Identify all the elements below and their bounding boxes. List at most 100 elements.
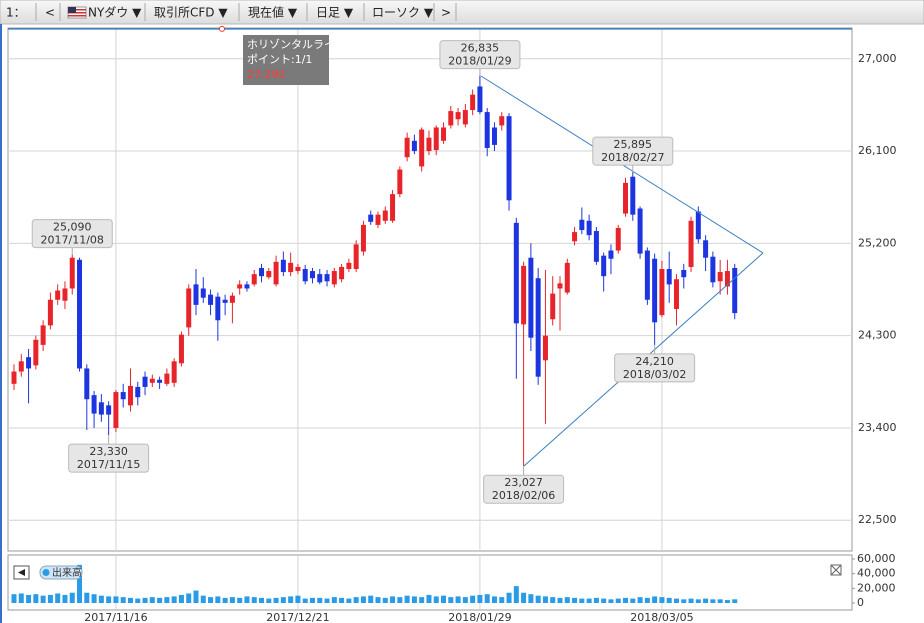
volume-bar bbox=[288, 596, 294, 603]
candle-body bbox=[200, 288, 206, 298]
volume-bar bbox=[62, 594, 68, 603]
callout-date: 2018/02/27 bbox=[601, 151, 664, 164]
volume-bar bbox=[200, 595, 206, 603]
candle-body bbox=[98, 402, 104, 415]
candle-body bbox=[91, 395, 97, 414]
candle-body bbox=[397, 169, 403, 195]
candle-body bbox=[695, 211, 701, 240]
volume-bar bbox=[615, 598, 621, 603]
x-tick-label: 2018/03/05 bbox=[630, 611, 693, 623]
volume-bar bbox=[266, 598, 272, 603]
candle-body bbox=[18, 361, 24, 372]
volume-bar bbox=[630, 598, 636, 603]
volume-bar bbox=[331, 597, 337, 603]
volume-bar bbox=[404, 595, 410, 603]
volume-tick-label: 40,000 bbox=[857, 567, 896, 580]
volume-bar bbox=[666, 597, 672, 603]
candle-body bbox=[135, 386, 141, 398]
candle-body bbox=[120, 392, 126, 400]
candle-body bbox=[470, 94, 476, 111]
volume-bar bbox=[426, 594, 432, 603]
volume-bar bbox=[222, 597, 228, 603]
callout-box bbox=[31, 219, 113, 249]
candle-body bbox=[251, 274, 257, 285]
x-tick-label: 2018/01/29 bbox=[448, 611, 511, 623]
x-tick-label: 2017/12/21 bbox=[266, 611, 329, 623]
candle-body bbox=[55, 290, 61, 300]
volume-bar bbox=[113, 596, 119, 603]
volume-bar bbox=[84, 592, 90, 603]
candle-body bbox=[681, 270, 687, 278]
volume-bar bbox=[542, 596, 548, 603]
candle-body bbox=[244, 284, 250, 289]
volume-bar bbox=[11, 594, 17, 603]
candle-body bbox=[222, 299, 228, 303]
volume-bar bbox=[353, 597, 359, 603]
candle-body bbox=[237, 284, 243, 289]
volume-bar bbox=[157, 597, 163, 603]
volume-bar bbox=[55, 593, 61, 603]
volume-bar bbox=[69, 592, 75, 603]
callout-value: 25,090 bbox=[53, 221, 92, 234]
volume-bar bbox=[710, 599, 716, 603]
candle-body bbox=[615, 227, 621, 251]
candle-body bbox=[186, 288, 192, 328]
callout-date: 2018/03/02 bbox=[623, 368, 686, 381]
candle-body bbox=[149, 378, 155, 383]
volume-bar bbox=[339, 597, 345, 603]
next-button[interactable]: > bbox=[441, 6, 451, 20]
volume-bar bbox=[732, 599, 738, 603]
y-tick-label: 22,500 bbox=[858, 513, 897, 526]
volume-bar bbox=[513, 586, 519, 603]
candle-body bbox=[593, 231, 599, 262]
market-menu[interactable]: 取引所CFD ▼ bbox=[154, 6, 228, 20]
candle-body bbox=[455, 112, 461, 120]
volume-bar bbox=[302, 598, 308, 603]
volume-bar bbox=[135, 598, 141, 603]
style-menu[interactable]: ローソク ▼ bbox=[372, 6, 434, 20]
period-menu[interactable]: 日足 ▼ bbox=[316, 6, 354, 20]
volume-bar bbox=[33, 594, 39, 603]
candle-body bbox=[426, 137, 432, 152]
volume-bar bbox=[368, 595, 374, 603]
volume-bar bbox=[491, 596, 497, 603]
candle-body bbox=[33, 339, 39, 366]
toolbar-bg bbox=[0, 0, 924, 25]
callout-box bbox=[439, 40, 521, 70]
volume-bar bbox=[586, 598, 592, 603]
candle-body bbox=[652, 258, 658, 323]
prev-button[interactable]: < bbox=[45, 6, 55, 20]
symbol-menu[interactable]: NYダウ ▼ bbox=[88, 5, 142, 20]
volume-bar bbox=[142, 597, 148, 603]
volume-bar bbox=[462, 597, 468, 603]
volume-bar bbox=[186, 593, 192, 603]
marks bbox=[11, 75, 738, 603]
volume-bar bbox=[259, 597, 265, 603]
callout-box bbox=[592, 136, 674, 166]
volume-bar bbox=[178, 594, 184, 603]
candle-body bbox=[171, 361, 177, 383]
volume-bar bbox=[535, 595, 541, 603]
grid: 22,500 23,400 24,300 25,200 26,100 27,000 0 20,… bbox=[8, 28, 897, 623]
volume-bar bbox=[455, 596, 461, 603]
candle-body bbox=[127, 385, 133, 406]
candle-body bbox=[644, 250, 650, 300]
candle-body bbox=[542, 335, 548, 361]
candle-body bbox=[448, 111, 454, 126]
volume-bar bbox=[688, 598, 694, 603]
candle-body bbox=[513, 222, 519, 324]
candle-body bbox=[288, 262, 294, 273]
volume-bar bbox=[106, 596, 112, 603]
candle-body bbox=[26, 357, 32, 369]
collapse-arrow bbox=[18, 569, 25, 576]
candle-body bbox=[339, 266, 345, 280]
volume-bar bbox=[127, 597, 133, 603]
volume-bar bbox=[623, 597, 629, 603]
price-menu[interactable]: 現在値 ▼ bbox=[248, 5, 298, 20]
candle-body bbox=[193, 284, 199, 305]
volume-bar bbox=[601, 598, 607, 603]
candle-body bbox=[208, 294, 214, 305]
window-edge bbox=[0, 24, 2, 623]
volume-bar bbox=[280, 597, 286, 603]
info-title: ホリゾンタルライン bbox=[247, 38, 346, 51]
